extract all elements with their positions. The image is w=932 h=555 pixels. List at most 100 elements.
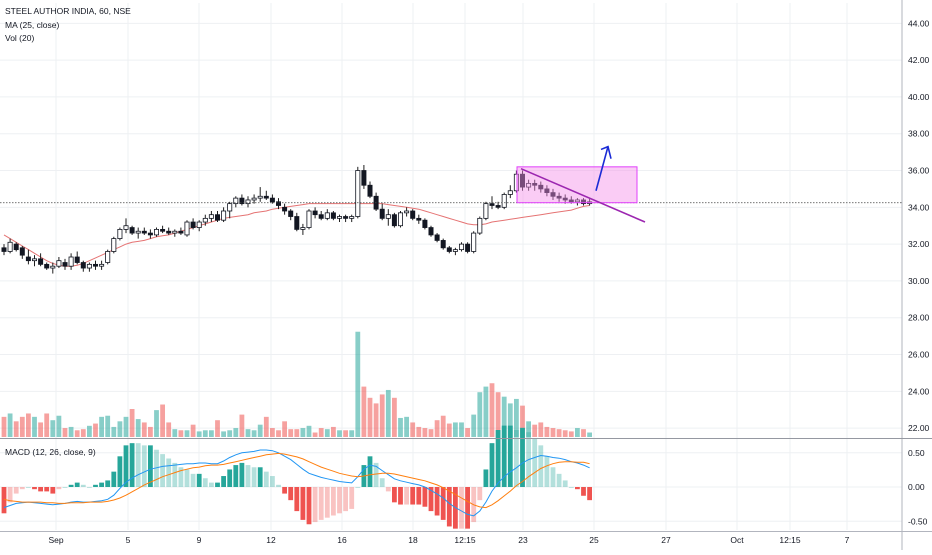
- candle[interactable]: [153, 228, 159, 236]
- candle[interactable]: [147, 232, 153, 236]
- candle[interactable]: [404, 210, 410, 214]
- candle[interactable]: [50, 265, 56, 269]
- trend-line[interactable]: [520, 167, 646, 223]
- candle[interactable]: [1, 247, 7, 252]
- candle[interactable]: [581, 199, 587, 205]
- candle[interactable]: [86, 263, 92, 269]
- candle[interactable]: [574, 199, 580, 203]
- candle[interactable]: [269, 197, 275, 203]
- candle[interactable]: [105, 251, 111, 263]
- candle[interactable]: [526, 182, 532, 188]
- candle[interactable]: [538, 184, 544, 190]
- candle[interactable]: [13, 243, 19, 251]
- candle[interactable]: [300, 227, 306, 230]
- candle[interactable]: [214, 214, 220, 221]
- candle[interactable]: [367, 184, 373, 197]
- candle[interactable]: [184, 221, 190, 236]
- candle[interactable]: [111, 238, 117, 252]
- candle[interactable]: [385, 214, 391, 219]
- candle[interactable]: [93, 263, 99, 267]
- candle[interactable]: [245, 199, 251, 205]
- candle[interactable]: [355, 170, 361, 217]
- candle[interactable]: [135, 230, 141, 234]
- volume-legend[interactable]: Vol (20): [5, 33, 35, 43]
- candle[interactable]: [477, 217, 483, 234]
- candle[interactable]: [532, 182, 538, 186]
- breakout-arrow[interactable]: [595, 146, 609, 191]
- candle[interactable]: [251, 197, 257, 201]
- candle[interactable]: [19, 247, 25, 256]
- candle[interactable]: [208, 214, 214, 219]
- candle[interactable]: [190, 221, 196, 228]
- candle[interactable]: [562, 197, 568, 201]
- candle[interactable]: [507, 190, 513, 195]
- candle[interactable]: [56, 260, 62, 267]
- candle[interactable]: [129, 227, 135, 234]
- candle[interactable]: [178, 230, 184, 234]
- candle[interactable]: [282, 206, 288, 212]
- candle[interactable]: [221, 210, 227, 221]
- candle[interactable]: [520, 173, 526, 188]
- candle[interactable]: [38, 258, 44, 265]
- candle[interactable]: [239, 197, 245, 205]
- candle[interactable]: [550, 192, 556, 197]
- candle[interactable]: [166, 230, 172, 234]
- candle[interactable]: [495, 205, 501, 208]
- candle[interactable]: [416, 217, 422, 221]
- candle[interactable]: [410, 210, 416, 219]
- candle[interactable]: [275, 201, 281, 206]
- candle[interactable]: [288, 210, 294, 217]
- candle[interactable]: [452, 249, 458, 252]
- candle[interactable]: [294, 216, 300, 230]
- candle[interactable]: [117, 228, 123, 239]
- candle[interactable]: [32, 258, 38, 262]
- candle[interactable]: [123, 225, 129, 230]
- candle[interactable]: [568, 199, 574, 203]
- candle[interactable]: [233, 197, 239, 205]
- candle[interactable]: [428, 227, 434, 236]
- candle[interactable]: [391, 214, 397, 227]
- candle[interactable]: [80, 262, 86, 269]
- candle[interactable]: [483, 203, 489, 219]
- candle[interactable]: [99, 263, 105, 267]
- candle[interactable]: [202, 217, 208, 223]
- candle[interactable]: [336, 216, 342, 219]
- candle[interactable]: [306, 210, 312, 228]
- candle[interactable]: [68, 256, 74, 267]
- candle[interactable]: [343, 216, 349, 219]
- candle[interactable]: [544, 188, 550, 193]
- candle[interactable]: [25, 256, 31, 262]
- candle[interactable]: [160, 228, 166, 232]
- candle[interactable]: [422, 219, 428, 228]
- candle[interactable]: [263, 195, 269, 199]
- candle[interactable]: [62, 262, 68, 267]
- candle[interactable]: [440, 240, 446, 249]
- candle[interactable]: [501, 194, 507, 208]
- candle[interactable]: [397, 212, 403, 227]
- ma-legend[interactable]: MA (25, close): [5, 20, 60, 30]
- candle[interactable]: [172, 230, 178, 234]
- candle[interactable]: [74, 256, 80, 263]
- candle[interactable]: [349, 216, 355, 219]
- candle[interactable]: [458, 243, 464, 251]
- candle[interactable]: [312, 210, 318, 216]
- symbol-legend[interactable]: STEEL AUTHOR INDIA, 60, NSE: [5, 6, 131, 16]
- candle[interactable]: [330, 212, 336, 219]
- candle[interactable]: [227, 203, 233, 212]
- candle[interactable]: [44, 263, 50, 269]
- candle[interactable]: [141, 230, 147, 234]
- candle[interactable]: [318, 214, 324, 219]
- candle[interactable]: [7, 241, 13, 252]
- candle[interactable]: [257, 195, 263, 199]
- candle[interactable]: [465, 243, 471, 252]
- candle[interactable]: [446, 247, 452, 252]
- candle[interactable]: [379, 208, 385, 219]
- flag-rectangle[interactable]: [516, 166, 638, 204]
- candle[interactable]: [556, 195, 562, 199]
- candle[interactable]: [489, 203, 495, 206]
- candle[interactable]: [513, 173, 519, 192]
- candle[interactable]: [196, 221, 202, 228]
- macd-legend[interactable]: MACD (12, 26, close, 9): [5, 447, 96, 457]
